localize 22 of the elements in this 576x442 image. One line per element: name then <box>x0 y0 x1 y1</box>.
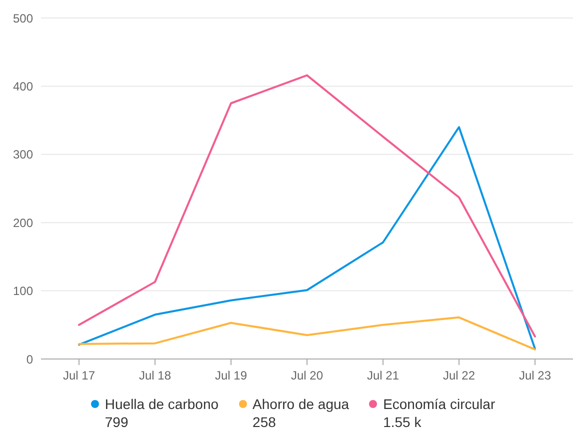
line-series <box>78 126 536 350</box>
line-series <box>78 74 536 338</box>
text: 258 <box>252 413 277 431</box>
x-tick-label: Jul 18 <box>138 368 172 383</box>
x-tick-label: Jul 21 <box>366 368 400 383</box>
y-tick-label: 500 <box>12 11 34 26</box>
y-tick-label: 200 <box>12 216 34 230</box>
line-series <box>78 316 536 350</box>
y-tick-label: 400 <box>12 79 34 94</box>
y-tick-label: 100 <box>12 284 34 298</box>
x-tick-label: Jul 17 <box>62 368 96 383</box>
y-tick-label: 0 <box>26 352 34 366</box>
x-tick-label: Jul 19 <box>214 368 248 383</box>
text: 799 <box>104 413 130 431</box>
legend-label: Ahorro de agua <box>252 395 350 413</box>
text: 1.55 k <box>383 413 422 431</box>
legend-label: Economía circular <box>383 395 496 413</box>
y-tick-label: 300 <box>12 148 34 162</box>
x-tick-label: Jul 23 <box>518 368 552 383</box>
legend-label: Huella de carbono <box>104 395 219 413</box>
x-tick-label: Jul 20 <box>290 368 324 383</box>
x-tick-label: Jul 22 <box>442 368 476 383</box>
